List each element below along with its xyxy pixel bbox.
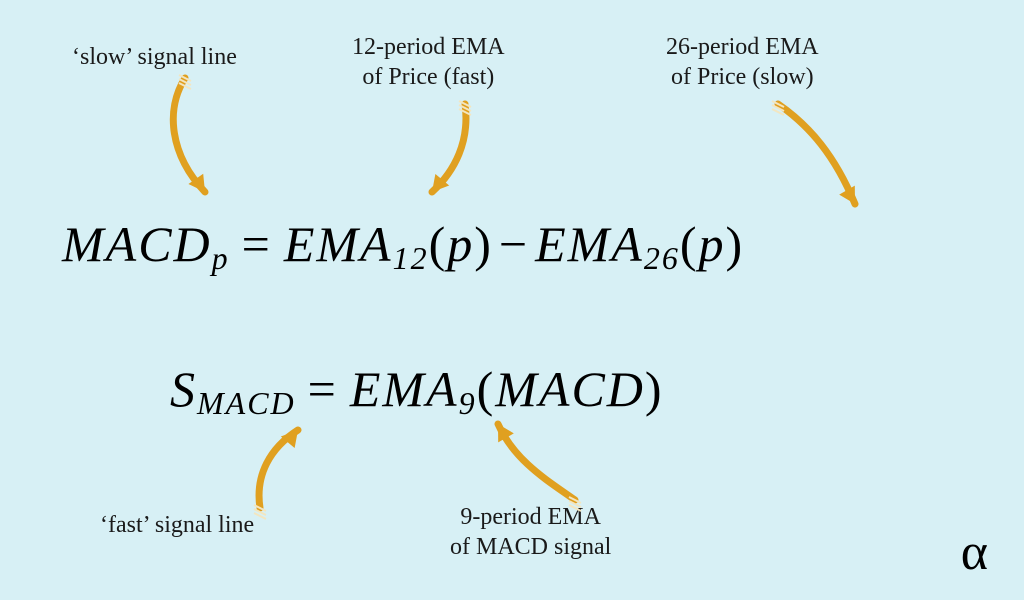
annotation-fast-signal-text: ‘fast’ signal line [100, 512, 254, 538]
annotation-ema12-line2: of Price (fast) [362, 64, 494, 90]
signal-rhs-arg: MACD [495, 361, 645, 417]
signal-eq: = [302, 361, 344, 417]
signal-rhs-sub: 9 [459, 385, 477, 421]
annotation-ema26-line2: of Price (slow) [671, 64, 814, 90]
arrow-ema12 [410, 96, 490, 206]
formula-macd: MACDp = EMA12(p)−EMA26(p) [62, 215, 744, 273]
macd-term2-sub: 26 [644, 240, 680, 276]
signal-lhs-base: S [170, 361, 197, 417]
macd-eq: = [236, 216, 278, 272]
alpha-watermark: α [961, 523, 988, 582]
macd-term1-sub: 12 [393, 240, 429, 276]
macd-lhs-sub: p [212, 240, 230, 276]
annotation-fast-signal: ‘fast’ signal line [100, 510, 254, 540]
macd-term2-arg: p [699, 216, 726, 272]
signal-rhs-base: EMA [350, 361, 459, 417]
annotation-ema9: 9-period EMA of MACD signal [450, 502, 611, 562]
signal-lhs-sub: MACD [197, 385, 296, 421]
annotation-ema9-line1: 9-period EMA [460, 504, 601, 530]
macd-lhs-base: MACD [62, 216, 212, 272]
arrow-ema9 [480, 412, 600, 512]
annotation-ema12: 12-period EMA of Price (fast) [352, 32, 505, 92]
annotation-ema12-line1: 12-period EMA [352, 34, 505, 60]
annotation-ema26-line1: 26-period EMA [666, 34, 819, 60]
arrow-ema26 [760, 96, 880, 216]
macd-term2-base: EMA [535, 216, 644, 272]
arrow-slow-signal [150, 70, 240, 210]
arrow-fast-signal [240, 420, 330, 520]
macd-minus: − [493, 216, 535, 272]
macd-term1-base: EMA [284, 216, 393, 272]
formula-signal: SMACD = EMA9(MACD) [170, 360, 664, 418]
annotation-ema9-line2: of MACD signal [450, 534, 611, 560]
annotation-slow-signal-text: ‘slow’ signal line [72, 44, 237, 70]
annotation-slow-signal: ‘slow’ signal line [72, 42, 237, 72]
annotation-ema26: 26-period EMA of Price (slow) [666, 32, 819, 92]
macd-term1-arg: p [447, 216, 474, 272]
